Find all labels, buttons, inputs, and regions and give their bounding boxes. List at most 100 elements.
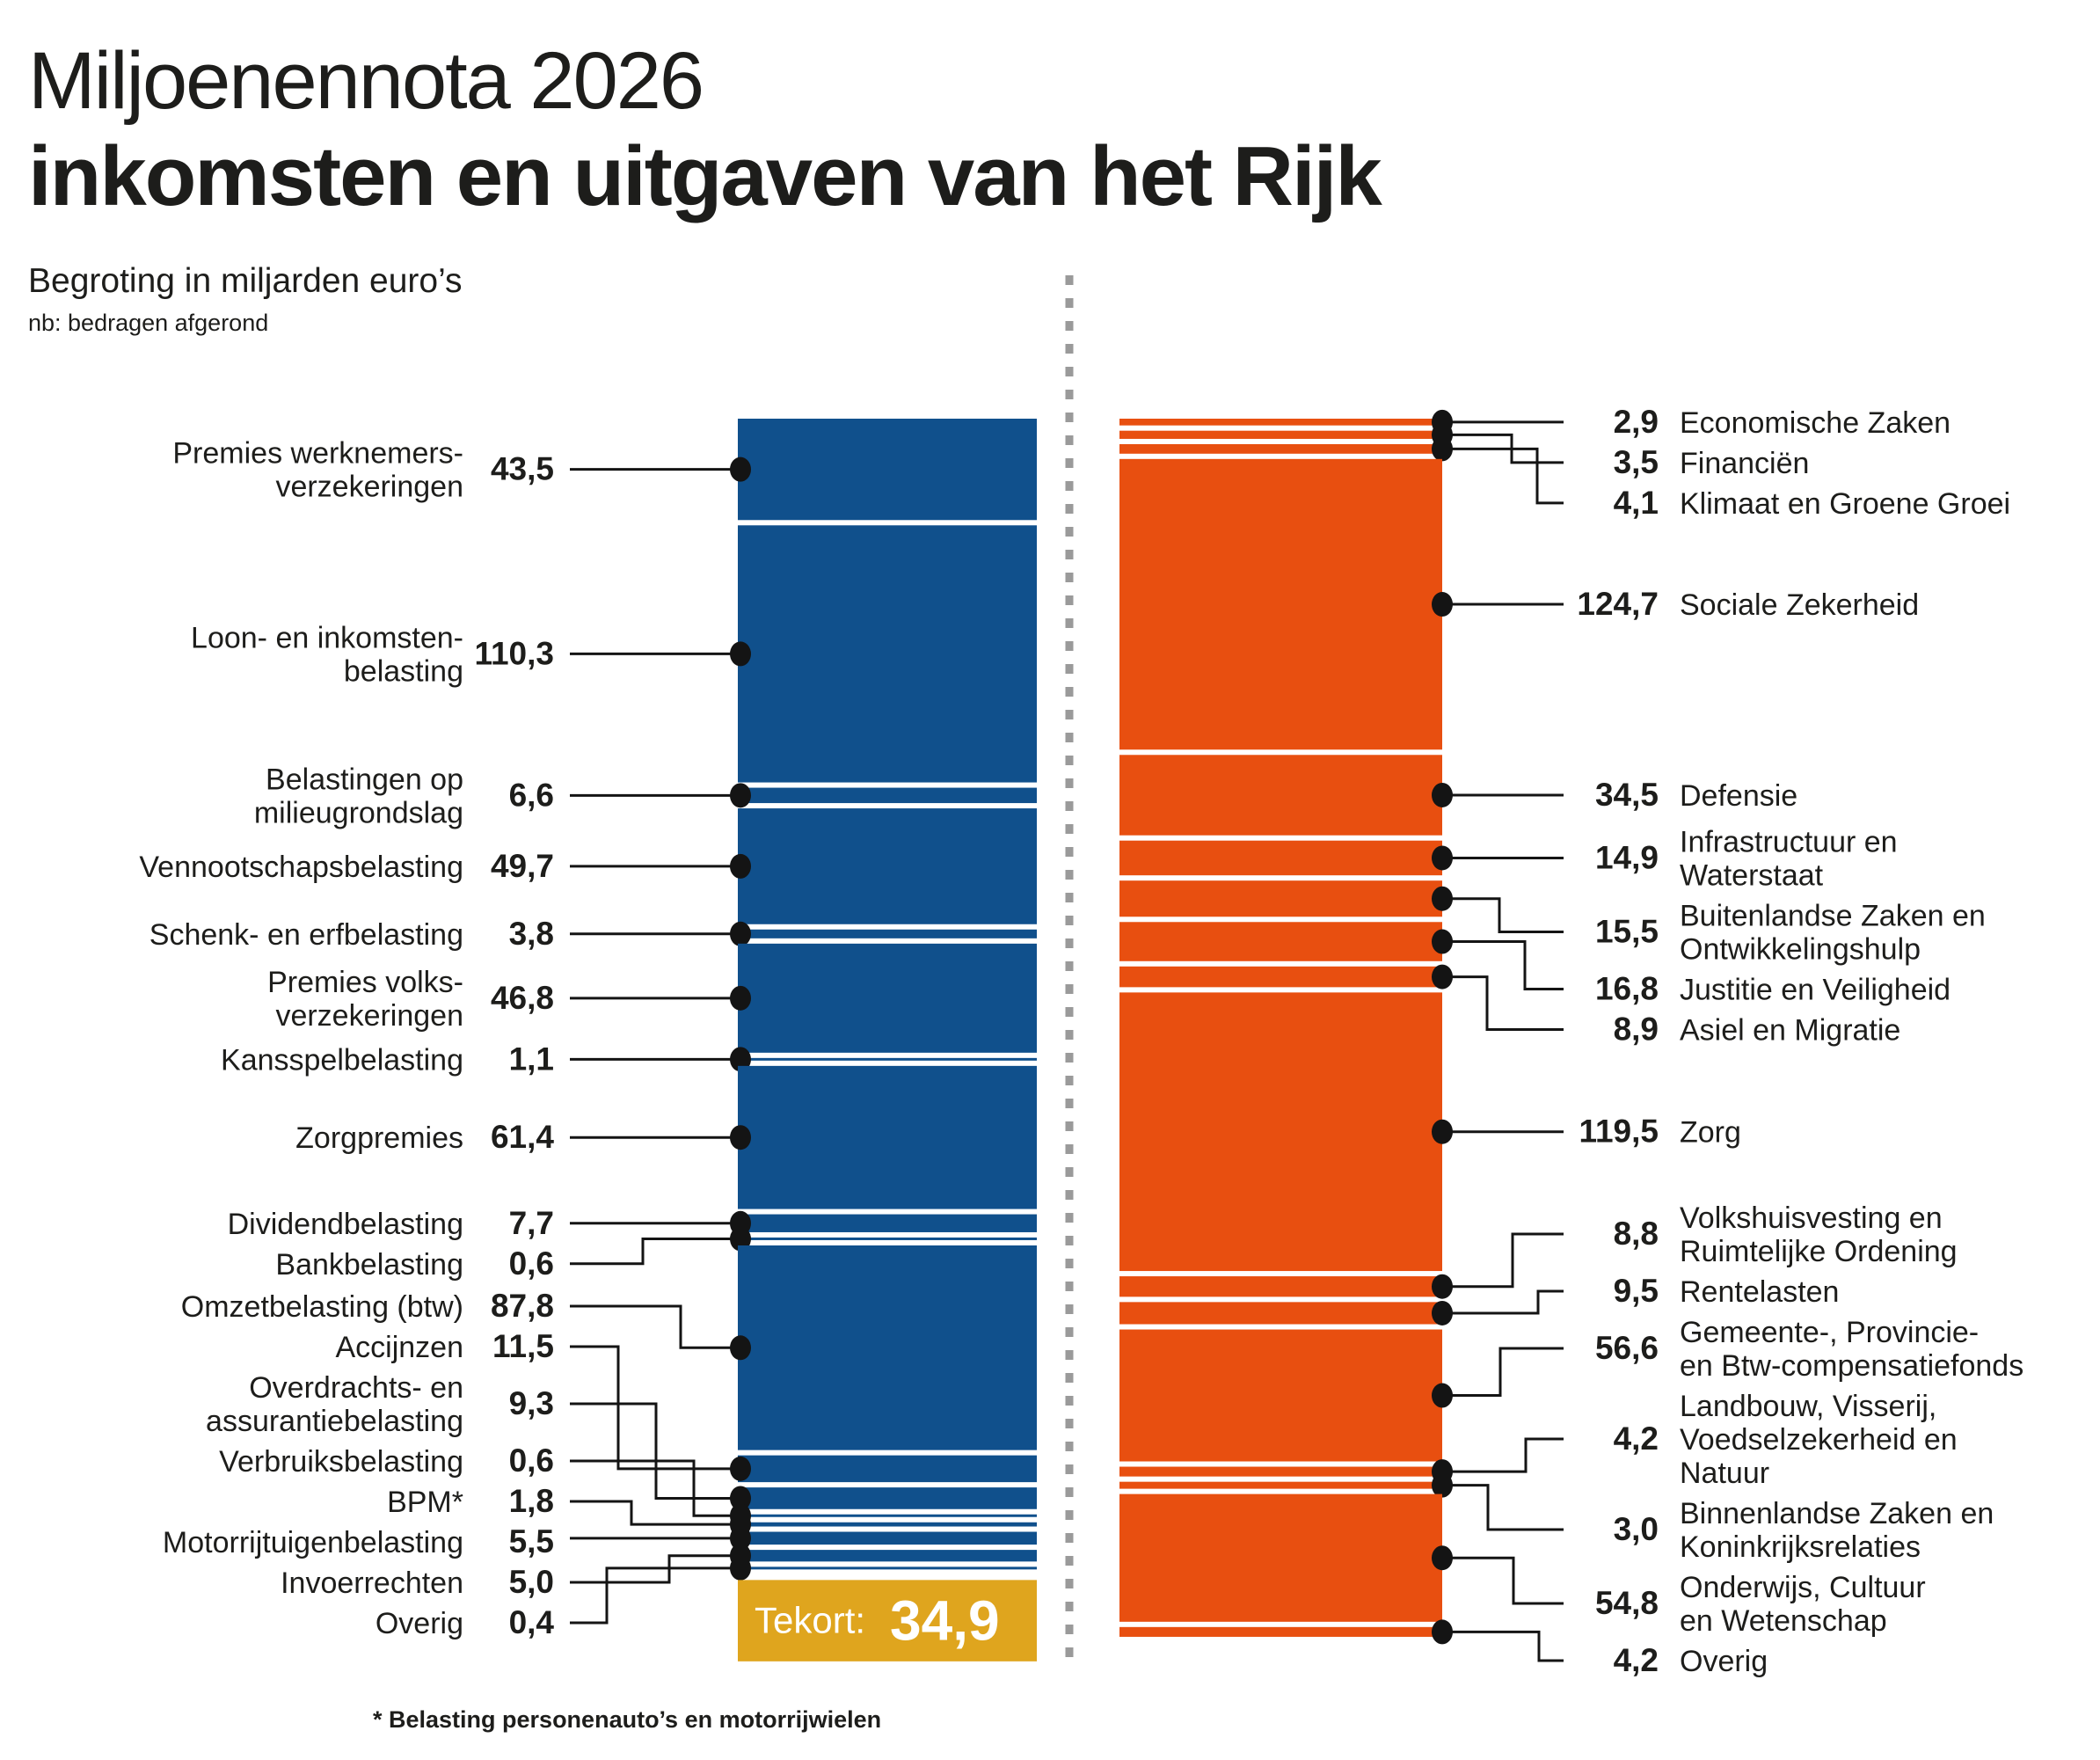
expense-value: 34,5 <box>1595 777 1659 813</box>
income-value: 3,8 <box>509 916 554 952</box>
income-segment <box>738 1566 1037 1570</box>
expense-dot <box>1432 782 1453 807</box>
expense-value: 124,7 <box>1577 586 1659 622</box>
expense-leader <box>1447 447 1564 505</box>
expense-dot <box>1432 1472 1453 1498</box>
income-segment <box>738 1057 1037 1061</box>
expense-leader <box>1447 1484 1564 1531</box>
expense-value: 3,0 <box>1614 1511 1659 1547</box>
income-value: 110,3 <box>474 635 554 671</box>
income-value: 5,5 <box>509 1523 554 1559</box>
expense-leader <box>1447 1437 1564 1473</box>
income-segment <box>738 808 1037 924</box>
expense-segment <box>1119 1626 1442 1637</box>
income-segment <box>738 787 1037 804</box>
expense-segment <box>1119 922 1442 961</box>
expense-dot <box>1432 1383 1453 1408</box>
expense-value: 14,9 <box>1595 839 1659 875</box>
page-title-year: Miljoenennota 2026 <box>28 36 704 126</box>
expense-leader <box>1447 1289 1564 1315</box>
income-label: Loon- en inkomsten-belasting <box>191 621 463 688</box>
income-dot <box>730 1125 751 1150</box>
expense-dot <box>1432 436 1453 462</box>
expense-segment <box>1119 443 1442 454</box>
income-value: 9,3 <box>509 1385 554 1421</box>
income-segment <box>738 1531 1037 1545</box>
expense-value: 8,8 <box>1614 1216 1659 1252</box>
income-dot <box>730 1047 751 1072</box>
income-segment <box>738 1455 1037 1483</box>
income-label: Schenk- en erfbelasting <box>149 918 463 952</box>
expense-value: 2,9 <box>1614 404 1659 440</box>
expense-label: Onderwijs, Cultuur en Wetenschap <box>1680 1571 1926 1638</box>
income-label: Bankbelasting <box>275 1248 463 1282</box>
expense-value: 15,5 <box>1595 913 1659 949</box>
income-value: 49,7 <box>491 848 554 884</box>
expense-value: 9,5 <box>1614 1273 1659 1309</box>
expense-value: 4,2 <box>1614 1420 1659 1457</box>
income-value: 6,6 <box>509 777 554 813</box>
expense-segment <box>1119 966 1442 988</box>
expense-label: Zorg <box>1680 1116 1741 1150</box>
income-dot <box>730 1555 751 1581</box>
income-value: 43,5 <box>491 451 554 487</box>
expense-dot <box>1432 1545 1453 1571</box>
expense-value: 56,6 <box>1595 1330 1659 1366</box>
expense-dot <box>1432 929 1453 954</box>
expense-dot <box>1432 1119 1453 1144</box>
income-leader <box>570 1237 733 1266</box>
expense-value: 54,8 <box>1595 1585 1659 1621</box>
expense-value: 4,1 <box>1614 485 1659 521</box>
expense-label: Justitie en Veiligheid <box>1680 973 1951 1006</box>
chart-subtitle: Begroting in miljarden euro’s <box>28 262 463 300</box>
expense-value: 16,8 <box>1595 970 1659 1006</box>
expense-dot <box>1432 964 1453 990</box>
expense-label: Economische Zaken <box>1680 406 1951 440</box>
expense-label: Gemeente-, Provincie-en Btw-compensatief… <box>1680 1316 2023 1383</box>
income-leader <box>570 1459 733 1517</box>
expense-label: Buitenlandse Zaken en Ontwikkelingshulp <box>1680 899 1986 966</box>
income-value: 0,6 <box>509 1245 554 1282</box>
income-value: 7,7 <box>509 1205 554 1241</box>
expense-segment <box>1119 1302 1442 1325</box>
income-dot <box>730 1525 751 1551</box>
income-segment <box>738 1522 1037 1527</box>
income-value: 0,4 <box>509 1604 555 1640</box>
income-dot <box>730 641 751 667</box>
income-segment <box>738 525 1037 783</box>
expense-label: Sociale Zekerheid <box>1680 588 1919 622</box>
expense-leader <box>1447 975 1564 1031</box>
income-value: 87,8 <box>491 1288 554 1324</box>
income-label: Kansspelbelasting <box>221 1043 463 1077</box>
expense-segment <box>1119 992 1442 1272</box>
income-leader <box>570 1304 733 1349</box>
income-segment <box>738 1237 1037 1240</box>
income-label: Omzetbelasting (btw) <box>181 1290 463 1324</box>
expense-leader <box>1447 1630 1564 1662</box>
income-leader <box>570 1402 733 1500</box>
expense-segment <box>1119 1329 1442 1462</box>
income-label: Motorrijtuigenbelasting <box>163 1526 463 1559</box>
expense-value: 8,9 <box>1614 1011 1659 1047</box>
expense-segment <box>1119 1276 1442 1297</box>
income-label: Belastingen op milieugrondslag <box>254 763 463 829</box>
income-label: Invoerrechten <box>281 1566 463 1600</box>
expense-segment <box>1119 458 1442 750</box>
expense-value: 119,5 <box>1579 1114 1659 1150</box>
expense-segment <box>1119 880 1442 917</box>
income-segment <box>738 1487 1037 1509</box>
expense-label: Rentelasten <box>1680 1275 1839 1309</box>
income-segment <box>738 1214 1037 1232</box>
expense-dot <box>1432 845 1453 871</box>
income-label: Dividendbelasting <box>228 1208 463 1241</box>
income-segment <box>738 1245 1037 1450</box>
expense-label: Volkshuisvesting en Ruimtelijke Ordening <box>1680 1201 1958 1268</box>
income-dot <box>730 1456 751 1481</box>
income-label: Premies volks-verzekeringen <box>267 966 463 1033</box>
expense-label: Klimaat en Groene Groei <box>1680 487 2010 521</box>
deficit-box <box>738 1580 1037 1661</box>
income-leader <box>570 1345 733 1471</box>
page-title-main: inkomsten en uitgaven van het Rijk <box>28 129 1382 223</box>
